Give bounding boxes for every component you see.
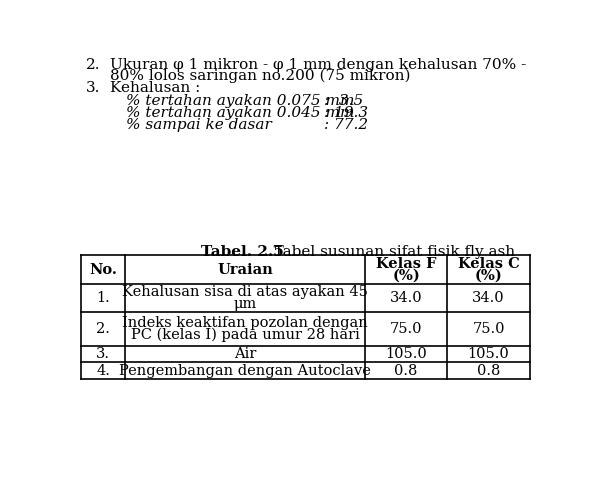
Text: Kehalusan sisa di atas ayakan 45: Kehalusan sisa di atas ayakan 45	[123, 285, 368, 298]
Text: % tertahan ayakan 0.045 mm: % tertahan ayakan 0.045 mm	[126, 106, 355, 120]
Text: Ukuran φ 1 mikron - φ 1 mm dengan kehalusan 70% -: Ukuran φ 1 mikron - φ 1 mm dengan kehalu…	[111, 58, 527, 72]
Text: 2.: 2.	[86, 58, 100, 72]
Text: . Tabel susunan sifat fisik fly ash: . Tabel susunan sifat fisik fly ash	[264, 245, 515, 260]
Text: 0.8: 0.8	[477, 364, 501, 378]
Text: 3.: 3.	[96, 347, 110, 362]
Text: 105.0: 105.0	[385, 347, 427, 362]
Text: % sampai ke dasar: % sampai ke dasar	[126, 119, 271, 132]
Text: 34.0: 34.0	[472, 291, 505, 305]
Text: % tertahan ayakan 0.075 mm: % tertahan ayakan 0.075 mm	[126, 94, 355, 108]
Text: 2.: 2.	[96, 322, 110, 336]
Text: Air: Air	[234, 347, 257, 362]
Text: 75.0: 75.0	[472, 322, 505, 336]
Text: 80% lolos saringan no.200 (75 mikron): 80% lolos saringan no.200 (75 mikron)	[111, 69, 411, 84]
Text: PC (kelas I) pada umur 28 hari: PC (kelas I) pada umur 28 hari	[131, 328, 359, 342]
Text: : 19.3: : 19.3	[324, 106, 368, 120]
Text: 1.: 1.	[96, 291, 110, 305]
Text: Kelas C: Kelas C	[457, 257, 520, 271]
Text: 0.8: 0.8	[394, 364, 418, 378]
Text: : 77.2: : 77.2	[324, 119, 368, 132]
Text: Kelas F: Kelas F	[376, 257, 437, 271]
Text: 4.: 4.	[96, 364, 110, 378]
Text: Tabel. 2.5: Tabel. 2.5	[201, 245, 284, 260]
Text: Indeks keaktifan pozolan dengan: Indeks keaktifan pozolan dengan	[123, 316, 368, 330]
Text: 3.: 3.	[86, 82, 100, 95]
Text: Kehalusan :: Kehalusan :	[111, 82, 201, 95]
Text: Pengembangan dengan Autoclave: Pengembangan dengan Autoclave	[120, 364, 371, 378]
Text: :  3.5: : 3.5	[324, 94, 364, 108]
Text: 34.0: 34.0	[390, 291, 422, 305]
Text: μm: μm	[234, 297, 257, 311]
Text: 105.0: 105.0	[468, 347, 509, 362]
Text: (%): (%)	[392, 269, 420, 283]
Text: 75.0: 75.0	[390, 322, 422, 336]
Text: Uraian: Uraian	[218, 263, 273, 277]
Text: No.: No.	[89, 263, 117, 277]
Text: (%): (%)	[475, 269, 502, 283]
